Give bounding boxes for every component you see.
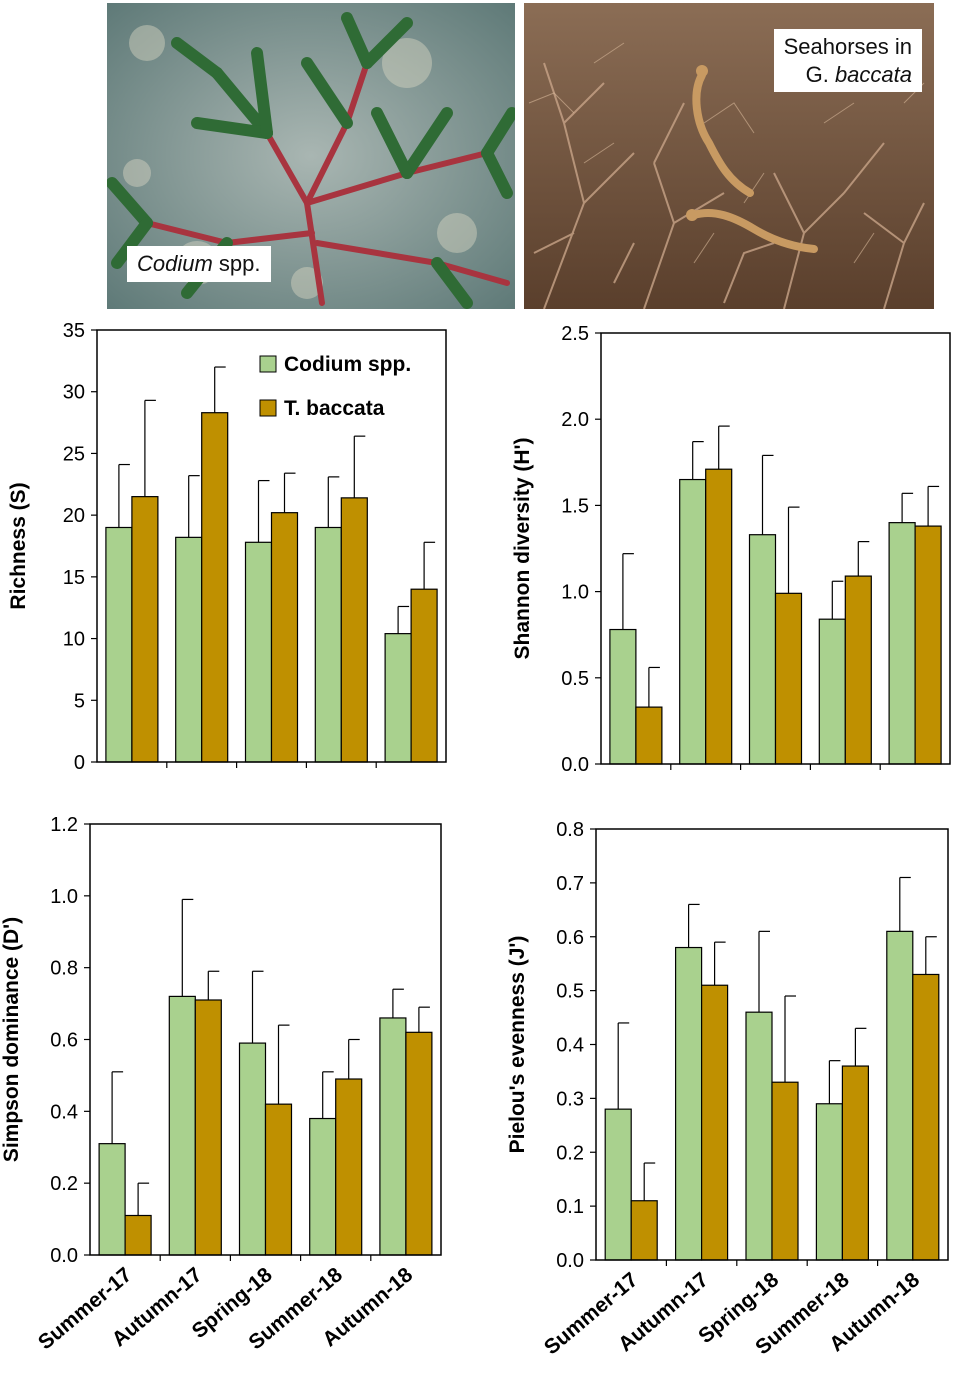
shannon-bar-baccata-3 — [844, 575, 872, 765]
shannon-ylabel: Shannon diversity (H') — [511, 437, 534, 659]
pielou-bar-baccata-0 — [630, 1200, 658, 1261]
pielou-bar-codium-3 — [815, 1103, 844, 1261]
pielou-bar-codium-2 — [745, 1011, 773, 1261]
shannon-bar-baccata-1 — [705, 468, 733, 765]
simpson-bar-codium-1 — [168, 995, 196, 1256]
pielou-ytick-label-5: 0.5 — [556, 981, 584, 1003]
pielou-ytick-label-0: 0.0 — [556, 1250, 584, 1272]
simpson-bar-baccata-4 — [405, 1031, 433, 1256]
simpson-bar-codium-4 — [379, 1017, 407, 1256]
richness-bar-baccata-1 — [201, 412, 229, 763]
richness-ytick-label-3: 15 — [63, 567, 85, 589]
shannon-bar-baccata-2 — [774, 592, 803, 765]
pielou-ytick-label-4: 0.4 — [556, 1035, 584, 1057]
shannon-ytick-label-4: 2.0 — [561, 409, 589, 431]
richness-bar-codium-2 — [244, 541, 273, 763]
simpson-ytick-label-3: 0.6 — [50, 1030, 78, 1052]
richness-bar-codium-3 — [314, 526, 342, 763]
simpson-ytick-label-6: 1.2 — [50, 814, 78, 836]
shannon-bar-codium-0 — [609, 628, 637, 765]
richness-bar-baccata-2 — [270, 512, 299, 763]
pielou-bar-codium-1 — [674, 946, 703, 1261]
richness-ylabel: Richness (S) — [7, 482, 30, 609]
shannon-ytick-label-1: 0.5 — [561, 668, 589, 690]
shannon-bar-baccata-0 — [635, 706, 663, 765]
shannon-bar-codium-4 — [888, 522, 916, 765]
pielou-ytick-label-7: 0.7 — [556, 873, 584, 895]
shannon-ytick-label-2: 1.0 — [561, 582, 589, 604]
richness-ytick-label-7: 35 — [63, 320, 85, 342]
shannon-plot-frame — [600, 332, 951, 765]
simpson-bar-baccata-0 — [124, 1214, 152, 1256]
richness-ytick-label-4: 20 — [63, 505, 85, 527]
simpson-bar-codium-0 — [98, 1143, 126, 1256]
pielou-bar-codium-4 — [886, 930, 914, 1261]
shannon-ytick-label-0: 0.0 — [561, 754, 589, 776]
simpson-bar-baccata-2 — [264, 1103, 293, 1256]
richness-ytick-label-2: 10 — [63, 629, 85, 651]
legend-codium-swatch — [259, 355, 277, 373]
pielou-ytick-label-3: 0.3 — [556, 1088, 584, 1110]
pielou-bar-codium-0 — [604, 1108, 632, 1261]
legend-codium-label: Codium spp. — [284, 353, 411, 376]
richness-bar-codium-1 — [175, 536, 203, 763]
shannon-ytick-label-3: 1.5 — [561, 495, 589, 517]
pielou-ytick-label-1: 0.1 — [556, 1196, 584, 1218]
codium-photo-label: Codium spp. — [127, 246, 271, 282]
seahorse-label-line1: Seahorses in — [783, 34, 912, 59]
shannon-bar-codium-2 — [748, 534, 777, 765]
simpson-ylabel: Simpson dominance (D') — [0, 917, 23, 1162]
richness-bar-baccata-4 — [410, 588, 438, 763]
richness-bar-codium-4 — [384, 633, 412, 763]
simpson-ytick-label-5: 1.0 — [50, 886, 78, 908]
shannon-bar-baccata-4 — [914, 525, 942, 765]
richness-bar-baccata-0 — [131, 496, 159, 763]
seahorse-photo: Seahorses in G. baccata — [524, 3, 934, 309]
codium-label-italic: Codium — [137, 251, 213, 276]
shannon-bar-codium-3 — [818, 618, 846, 765]
simpson-ytick-label-2: 0.4 — [50, 1101, 78, 1123]
simpson-bar-codium-3 — [309, 1117, 337, 1256]
simpson-bar-baccata-1 — [194, 999, 222, 1256]
legend-baccata-swatch — [259, 399, 277, 417]
simpson-bar-codium-2 — [238, 1042, 267, 1256]
pielou-bar-baccata-1 — [700, 984, 729, 1261]
simpson-ytick-label-1: 0.2 — [50, 1173, 78, 1195]
codium-photo: Codium spp. — [107, 3, 515, 309]
shannon-bar-codium-1 — [679, 478, 707, 765]
pielou-bar-baccata-2 — [771, 1081, 799, 1261]
richness-ytick-label-0: 0 — [74, 752, 85, 774]
pielou-ytick-label-6: 0.6 — [556, 927, 584, 949]
pielou-ylabel: Pielou's evenness (J') — [506, 936, 529, 1154]
seahorse-label-line2-plain: G. — [805, 61, 835, 87]
codium-label-rest: spp. — [212, 251, 261, 276]
richness-ytick-label-1: 5 — [74, 690, 85, 712]
richness-ytick-label-6: 30 — [63, 382, 85, 404]
seahorse-photo-label: Seahorses in G. baccata — [773, 29, 922, 92]
seahorse-label-line2-italic: baccata — [834, 61, 912, 87]
richness-plot-frame — [96, 329, 447, 763]
richness-bar-codium-0 — [105, 526, 133, 763]
pielou-ytick-label-8: 0.8 — [556, 819, 584, 841]
legend-baccata-label: T. baccata — [284, 397, 385, 420]
pielou-ytick-label-2: 0.2 — [556, 1142, 584, 1164]
simpson-ytick-label-4: 0.8 — [50, 958, 78, 980]
pielou-bar-baccata-3 — [841, 1065, 870, 1261]
shannon-ytick-label-5: 2.5 — [561, 323, 589, 345]
richness-bar-baccata-3 — [340, 497, 368, 763]
pielou-bar-baccata-4 — [912, 973, 940, 1261]
richness-ytick-label-5: 25 — [63, 443, 85, 465]
simpson-ytick-label-0: 0.0 — [50, 1245, 78, 1267]
simpson-bar-baccata-3 — [335, 1078, 363, 1256]
